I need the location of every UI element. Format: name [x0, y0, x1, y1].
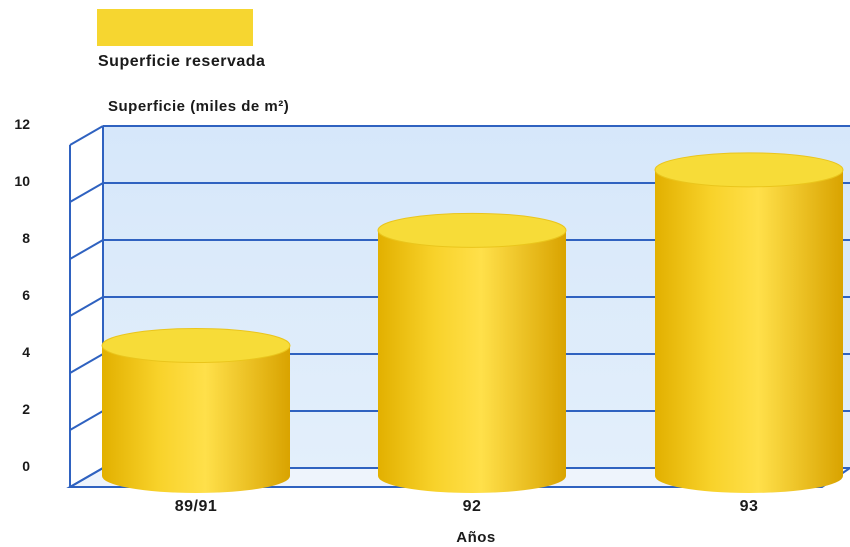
y-tick-label: 4: [22, 344, 30, 360]
y-tick-label: 10: [14, 173, 30, 189]
gridline-depth: [69, 410, 104, 431]
gridline-depth: [69, 182, 104, 203]
bar: [101, 328, 291, 493]
bar-top: [101, 328, 291, 364]
x-category-label: 89/91: [175, 498, 218, 515]
y-tick-label: 0: [22, 458, 30, 474]
bar-top: [654, 152, 844, 188]
gridline-depth: [69, 353, 104, 374]
gridline-depth: [69, 239, 104, 260]
gridline-depth: [69, 467, 104, 488]
x-axis-title: Años: [456, 529, 496, 546]
y-tick-label: 12: [14, 116, 30, 132]
gridline-depth: [69, 296, 104, 317]
x-category-label: 92: [463, 498, 482, 515]
x-category-label: 93: [740, 498, 759, 515]
y-ticks: 0 2 4 6 8 10 12: [14, 116, 30, 474]
legend-label: Superficie reservada: [98, 53, 265, 70]
y-tick-label: 2: [22, 401, 30, 417]
y-tick-label: 8: [22, 230, 30, 246]
bars: [101, 152, 844, 493]
y-tick-label: 6: [22, 287, 30, 303]
bar: [377, 212, 567, 493]
x-categories: 89/91 92 93: [175, 498, 759, 515]
bar: [654, 152, 844, 493]
y-axis-title: Superficie (miles de m²): [108, 98, 289, 115]
gridline-depth: [69, 125, 104, 146]
legend-swatch: [97, 9, 253, 46]
bar-top: [377, 212, 567, 248]
